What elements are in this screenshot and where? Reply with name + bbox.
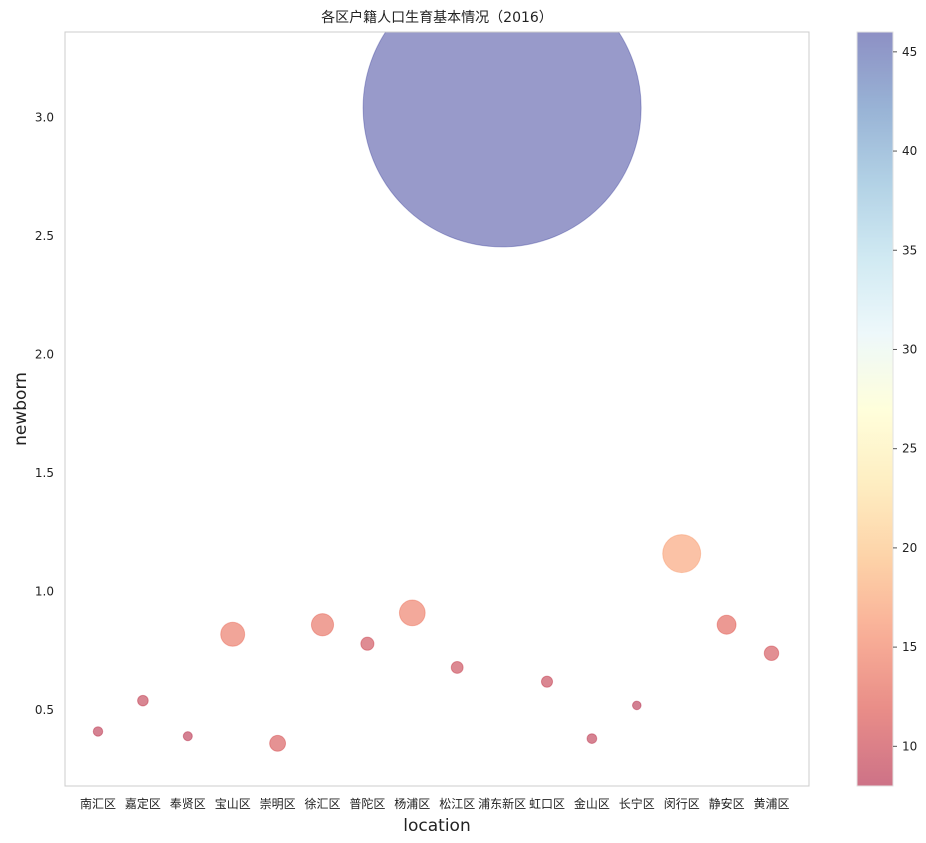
- bubble-嘉定区: [137, 694, 149, 707]
- x-tick-label: 徐汇区: [304, 796, 340, 811]
- y-axis-label: newborn: [11, 372, 31, 446]
- y-tick-label: 2.0: [35, 347, 54, 361]
- y-tick-label: 0.5: [35, 703, 54, 717]
- colorbar-tick-label: 45: [902, 45, 917, 59]
- y-tick-label: 1.0: [35, 585, 54, 599]
- bubble-金山区: [586, 733, 598, 744]
- x-tick-label: 虹口区: [529, 797, 565, 811]
- bubble-南汇区: [92, 726, 104, 737]
- plot-frame: [64, 31, 810, 787]
- x-tick-label: 崇明区: [260, 797, 296, 811]
- y-tick-label: 1.5: [35, 466, 54, 480]
- bubble-徐汇区: [310, 613, 335, 637]
- bubble-静安区: [716, 614, 737, 635]
- bubble-闵行区: [662, 534, 702, 574]
- y-axis-ticks: 0.5 1.0 1.5 2.0 2.5 3.0: [35, 110, 54, 717]
- x-tick-label: 黄浦区: [753, 797, 789, 811]
- x-axis-label: location: [403, 816, 470, 836]
- colorbar-tick-label: 10: [902, 739, 917, 753]
- bubble-松江区: [450, 661, 464, 674]
- x-tick-label: 静安区: [709, 796, 745, 811]
- chart-title: 各区户籍人口生育基本情况（2016）: [321, 9, 553, 26]
- colorbar-tick-label: 25: [902, 442, 917, 456]
- x-tick-label: 普陀区: [349, 796, 385, 811]
- bubble-浦东新区: [362, 32, 642, 248]
- x-tick-label: 金山区: [574, 796, 610, 811]
- colorbar-tick-label: 30: [902, 342, 917, 356]
- colorbar: [856, 31, 894, 787]
- x-tick-label: 闵行区: [664, 796, 700, 811]
- x-tick-label: 南汇区: [80, 796, 116, 811]
- x-tick-label: 浦东新区: [478, 796, 526, 811]
- bubble-layer: [92, 32, 780, 752]
- bubble-奉贤区: [182, 731, 193, 742]
- x-tick-label: 奉贤区: [170, 797, 206, 811]
- bubble-杨浦区: [398, 599, 426, 627]
- x-tick-label: 嘉定区: [125, 796, 161, 811]
- y-tick-label: 3.0: [35, 110, 54, 124]
- bubble-虹口区: [540, 675, 554, 688]
- y-tick-label: 2.5: [35, 229, 54, 243]
- bubble-崇明区: [269, 734, 287, 752]
- bubble-普陀区: [360, 636, 375, 651]
- x-tick-label: 松江区: [439, 797, 475, 811]
- colorbar-tick-label: 20: [902, 541, 917, 555]
- colorbar-tick-label: 40: [902, 144, 917, 158]
- bubble-长宁区: [631, 700, 642, 711]
- colorbar-tick-label: 35: [902, 243, 917, 257]
- colorbar-ticks: 10 15 20 25 30 35 40 45: [893, 45, 917, 753]
- x-tick-label: 宝山区: [215, 797, 251, 811]
- bubble-宝山区: [220, 621, 246, 647]
- x-tick-label: 杨浦区: [394, 796, 430, 811]
- colorbar-tick-label: 15: [902, 640, 917, 654]
- x-axis-ticks: 南汇区 嘉定区 奉贤区 宝山区 崇明区 徐汇区 普陀区 杨浦区 松江区 浦东新区 虹口区 金山区 长宁区…: [80, 796, 790, 811]
- x-tick-label: 长宁区: [619, 796, 655, 811]
- bubble-黄浦区: [763, 645, 780, 661]
